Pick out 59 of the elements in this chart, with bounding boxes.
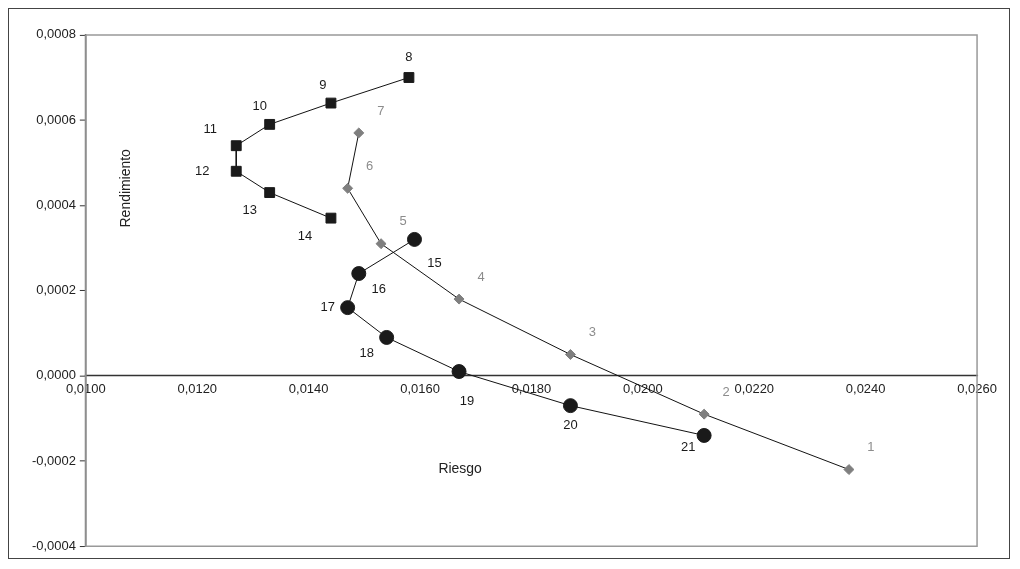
x-tick-label: 0,0180 [511, 381, 552, 397]
annotation: 9 [319, 76, 327, 92]
y-tick-label: 0,0004 [36, 196, 76, 212]
annotation: 20 [563, 417, 578, 433]
point [564, 349, 576, 360]
x-tick-label: 0,0220 [734, 381, 775, 397]
point [379, 329, 395, 345]
point [696, 427, 712, 443]
y-tick-label: -0,0004 [31, 537, 76, 553]
y-tick-label: 0,0006 [36, 111, 76, 127]
annotation: 1 [867, 439, 875, 455]
x-tick-label: 0,0140 [288, 381, 329, 397]
point [407, 231, 422, 247]
y-tick-label: -0,0002 [31, 452, 76, 468]
annotation: 17 [320, 299, 335, 315]
point [843, 464, 855, 476]
point [453, 293, 465, 305]
point [325, 97, 337, 109]
point [230, 140, 242, 152]
annotation: 2 [722, 383, 730, 399]
annotation: 12 [195, 162, 210, 178]
point [451, 364, 467, 380]
annotation: 21 [680, 438, 696, 454]
x-tick-label: 0,0160 [400, 381, 440, 397]
annotation: 10 [252, 98, 267, 114]
annotation: 5 [399, 213, 407, 229]
y-axis-title: Rendimiento [116, 148, 133, 228]
x-tick-label: 0,0260 [957, 381, 997, 397]
point [264, 118, 276, 130]
annotation: 7 [377, 102, 385, 118]
point [340, 300, 356, 316]
y-tick-label: 0,0008 [36, 26, 76, 42]
annotation: 19 [459, 393, 475, 408]
y-tick-label: 0,0002 [36, 282, 76, 298]
annotation: 11 [203, 121, 218, 137]
y-tick-label: 0,0000 [36, 367, 76, 383]
annotation: 15 [427, 254, 442, 270]
annotation: 14 [297, 227, 313, 243]
annotation: 18 [359, 344, 374, 360]
point [325, 212, 337, 224]
point [230, 165, 242, 177]
point [375, 238, 387, 250]
point [351, 266, 367, 281]
point [353, 127, 365, 139]
point [403, 72, 415, 83]
x-tick-label: 0,0120 [177, 381, 218, 397]
point [562, 398, 578, 414]
point [342, 182, 354, 194]
annotation: 8 [405, 49, 413, 65]
annotation: 16 [371, 281, 386, 297]
x-axis-title: Riesgo [438, 460, 483, 477]
point [698, 408, 710, 420]
annotation: 4 [477, 268, 485, 284]
point [264, 187, 276, 198]
annotation: 3 [588, 324, 597, 340]
annotation: 13 [242, 202, 257, 218]
x-tick-label: 0,0100 [66, 381, 106, 397]
annotation: 6 [365, 157, 374, 173]
x-tick-label: 0,0240 [845, 381, 886, 397]
